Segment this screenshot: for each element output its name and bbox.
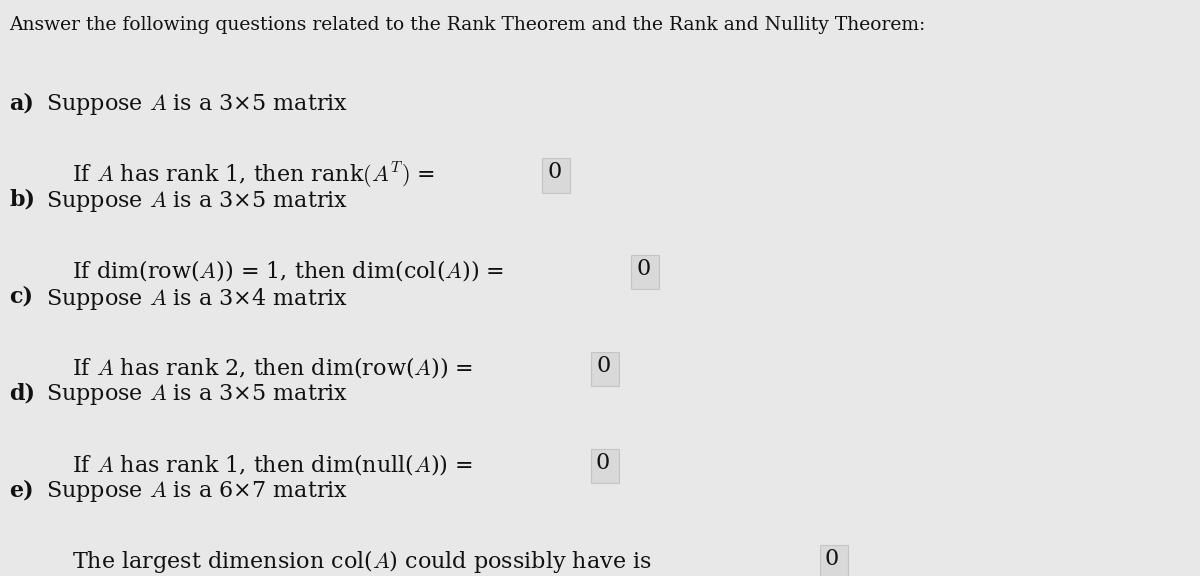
- Text: a): a): [10, 92, 35, 114]
- Text: 0: 0: [824, 548, 839, 570]
- Text: e): e): [10, 479, 35, 501]
- Text: Suppose $\mathit{A}$ is a 3×5 matrix: Suppose $\mathit{A}$ is a 3×5 matrix: [46, 382, 348, 407]
- FancyBboxPatch shape: [820, 545, 848, 576]
- FancyBboxPatch shape: [631, 255, 660, 290]
- Text: 0: 0: [636, 258, 650, 280]
- Text: c): c): [10, 286, 34, 308]
- Text: If dim(row($\mathit{A}$)) = 1, then dim(col($\mathit{A}$)) =: If dim(row($\mathit{A}$)) = 1, then dim(…: [72, 258, 506, 283]
- Text: Suppose $\mathit{A}$ is a 3×5 matrix: Suppose $\mathit{A}$ is a 3×5 matrix: [46, 189, 348, 214]
- Text: If $\mathit{A}$ has rank 2, then dim(row($\mathit{A}$)) =: If $\mathit{A}$ has rank 2, then dim(row…: [72, 355, 475, 380]
- Text: d): d): [10, 382, 36, 404]
- Text: Suppose $\mathit{A}$ is a 3×5 matrix: Suppose $\mathit{A}$ is a 3×5 matrix: [46, 92, 348, 117]
- Text: 0: 0: [596, 452, 611, 473]
- Text: The largest dimension col($\mathit{A}$) could possibly have is: The largest dimension col($\mathit{A}$) …: [72, 548, 653, 575]
- Text: Suppose $\mathit{A}$ is a 6×7 matrix: Suppose $\mathit{A}$ is a 6×7 matrix: [46, 479, 348, 504]
- Text: Answer the following questions related to the Rank Theorem and the Rank and Null: Answer the following questions related t…: [10, 16, 926, 34]
- Text: 0: 0: [547, 161, 562, 183]
- Text: If $\mathit{A}$ has rank 1, then rank$(\mathit{A}^T)$ =: If $\mathit{A}$ has rank 1, then rank$(\…: [72, 161, 438, 191]
- FancyBboxPatch shape: [592, 449, 619, 483]
- FancyBboxPatch shape: [542, 158, 570, 193]
- Text: b): b): [10, 189, 36, 211]
- FancyBboxPatch shape: [592, 352, 619, 386]
- Text: Suppose $\mathit{A}$ is a 3×4 matrix: Suppose $\mathit{A}$ is a 3×4 matrix: [46, 286, 348, 312]
- Text: 0: 0: [596, 355, 611, 377]
- Text: If $\mathit{A}$ has rank 1, then dim(null($\mathit{A}$)) =: If $\mathit{A}$ has rank 1, then dim(nul…: [72, 452, 475, 476]
